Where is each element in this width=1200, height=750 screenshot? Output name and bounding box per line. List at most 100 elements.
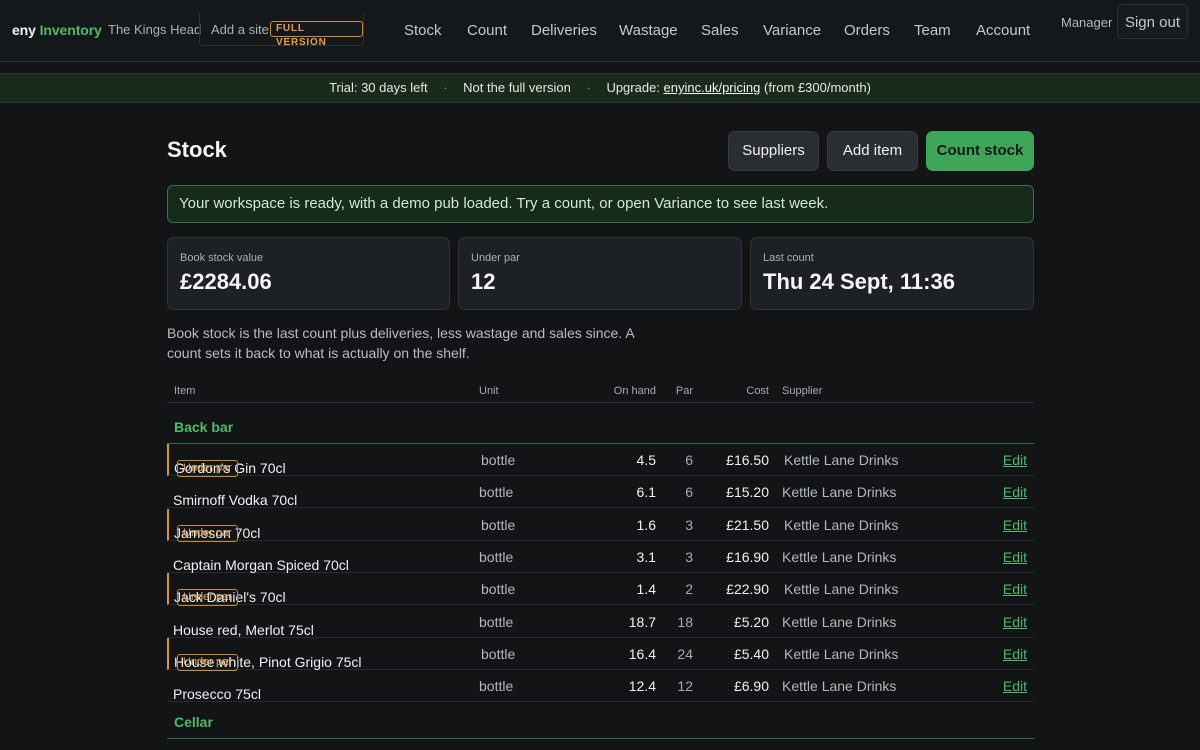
under-par-badge: Under par [177,589,238,607]
add-site-link[interactable]: Add a site [211,22,269,37]
nav-team[interactable]: Team [914,22,951,39]
nav-orders[interactable]: Orders [844,22,890,39]
table-row[interactable]: Prosecco 75cl bottle 12.4 12 £6.90 Kettle Lan… [167,670,1034,703]
par-cell: 6 [685,452,693,468]
supplier-cell: Kettle Lane Drinks [782,613,897,630]
page-title: Stock [167,137,227,162]
stat-value: £2284.06 [180,269,272,294]
unit-cell: bottle [481,452,516,468]
separator-dot: · [443,80,448,95]
table-row[interactable]: Jameson 70cl Under par bottle 1.6 3 £21.50 Ket… [167,508,1034,542]
column-header-par[interactable]: Par [675,385,693,397]
table-row[interactable]: House red, Merlot 75cl bottle 18.7 18 £5.20 K… [167,606,1034,638]
trial-note: Not the full version [463,80,571,95]
table-row[interactable]: House white, Pinot Grigio 75cl Under par b… [167,637,1034,671]
nav-variance[interactable]: Variance [763,22,822,39]
item-name: Captain Morgan Spiced 70cl [173,556,349,573]
cost-cell: £16.90 [726,548,769,565]
table-row[interactable]: Captain Morgan Spiced 70cl bottle 3.1 3 £16.… [167,541,1034,573]
on-hand-cell: 16.4 [628,645,656,662]
item-name: Gordon's Gin 70cl [174,460,286,476]
unit-cell: bottle [481,516,516,533]
supplier-cell: Kettle Lane Drinks [782,484,897,501]
user-role: Manager [1061,15,1113,30]
group-heading: Back bar [174,419,234,435]
edit-link[interactable]: Edit [1002,484,1027,501]
suppliers-button[interactable]: Suppliers [728,131,819,171]
edit-link[interactable]: Edit [1002,452,1027,468]
nav-wastage[interactable]: Wastage [619,22,678,39]
par-cell: 18 [677,613,693,630]
trial-banner: Trial: 30 days left · Not the full versi… [0,73,1200,103]
supplier-cell: Kettle Lane Drinks [784,452,899,468]
nav-sales[interactable]: Sales [701,22,739,39]
on-hand-cell: 3.1 [636,548,656,565]
column-header-on-hand[interactable]: On hand [613,385,656,397]
edit-link[interactable]: Edit [1002,548,1027,565]
stat-label: Under par [471,252,520,264]
group-heading: Cellar [174,714,213,731]
item-name: Jameson 70cl [174,524,261,541]
table-row[interactable]: Smirnoff Vodka 70cl bottle 6.1 6 £15.20 Kettl… [167,476,1034,509]
trial-days-left: Trial: 30 days left [329,80,428,95]
unit-cell: bottle [479,678,514,695]
cost-cell: £15.20 [726,484,769,501]
under-par-badge: Under par [177,653,238,671]
unit-cell: bottle [479,613,514,630]
column-header-supplier[interactable]: Supplier [782,385,823,397]
workspace-ready-notice: Your workspace is ready, with a demo pub… [167,185,1034,223]
on-hand-cell: 1.4 [636,581,656,598]
nav-deliveries[interactable]: Deliveries [531,22,597,39]
nav-account[interactable]: Account [976,22,1031,39]
on-hand-cell: 6.1 [636,484,656,501]
supplier-cell: Kettle Lane Drinks [784,516,899,533]
table-row[interactable]: Jack Daniel's 70cl Under par bottle 1.4 2 £22… [167,573,1034,607]
unit-cell: bottle [481,581,516,598]
item-name: House white, Pinot Grigio 75cl [174,653,362,670]
unit-cell: bottle [479,548,514,565]
brand-part-eny: eny [12,22,36,38]
full-version-badge: FULL VERSION [270,21,363,48]
sign-out-button[interactable]: Sign out [1117,4,1188,39]
edit-link[interactable]: Edit [1002,516,1027,533]
on-hand-cell: 4.5 [636,452,656,468]
nav-stock[interactable]: Stock [404,22,442,39]
stat-label: Last count [763,252,814,264]
count-stock-button[interactable]: Count stock [926,131,1034,171]
book-stock-explanation: Book stock is the last count plus delive… [167,325,634,361]
edit-link[interactable]: Edit [1002,678,1027,695]
current-site-name: The Kings Head [108,22,202,37]
edit-link[interactable]: Edit [1002,581,1027,598]
cost-cell: £5.20 [733,613,769,630]
add-item-button[interactable]: Add item [827,131,918,171]
item-name: Smirnoff Vodka 70cl [173,492,298,509]
table-header: Item Unit On hand Par Cost Supplier [167,383,1034,403]
edit-link[interactable]: Edit [1002,613,1027,630]
stat-value: Thu 24 Sept, 11:36 [763,269,955,294]
par-cell: 3 [685,548,693,565]
unit-cell: bottle [481,645,516,662]
stat-under-par: Under par 12 [458,237,742,310]
cost-cell: £6.90 [733,678,769,695]
group-divider [167,443,1034,444]
column-header-unit[interactable]: Unit [479,385,499,397]
supplier-cell: Kettle Lane Drinks [784,645,899,662]
nav-count[interactable]: Count [467,22,508,39]
group-divider [167,738,1034,740]
edit-link[interactable]: Edit [1002,645,1027,662]
upgrade-suffix: (from £300/month) [764,80,871,95]
item-name: House red, Merlot 75cl [173,621,314,638]
table-row[interactable]: Gordon's Gin 70cl Under par bottle 4.5 6 £16.… [167,444,1034,477]
supplier-cell: Kettle Lane Drinks [782,678,897,695]
par-cell: 24 [677,645,693,662]
column-header-cost[interactable]: Cost [746,385,769,397]
stat-book-stock-value: Book stock value £2284.06 [167,237,450,310]
stat-value: 12 [471,269,496,294]
app-logo[interactable]: eny Inventory [12,22,102,38]
on-hand-cell: 12.4 [628,678,656,695]
pricing-link[interactable]: enyinc.uk/pricing [663,80,761,95]
stat-label: Book stock value [180,252,264,264]
upgrade-prefix: Upgrade: [606,80,660,95]
cost-cell: £21.50 [726,516,769,533]
column-header-item[interactable]: Item [174,385,196,397]
